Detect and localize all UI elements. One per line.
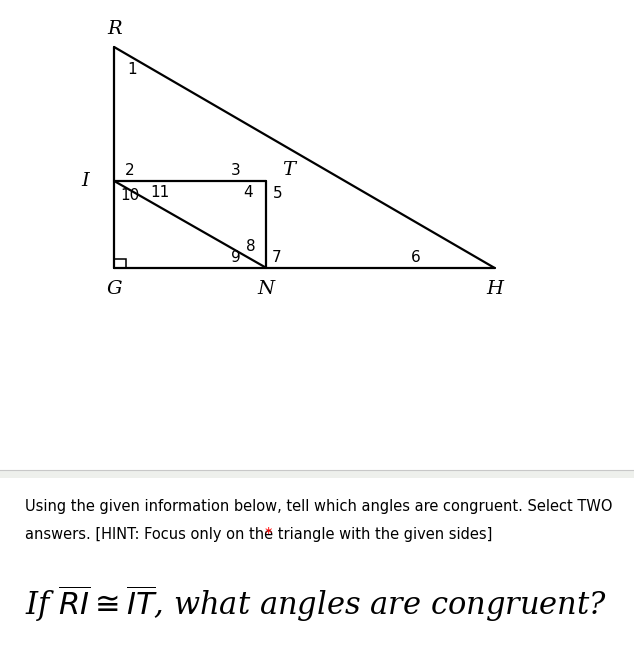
Text: Using the given information below, tell which angles are congruent. Select TWO: Using the given information below, tell … — [25, 499, 613, 514]
Text: 7: 7 — [271, 250, 281, 265]
Text: 8: 8 — [245, 239, 256, 254]
Bar — [114, 259, 126, 268]
Text: H: H — [486, 280, 503, 298]
Text: 5: 5 — [273, 186, 283, 201]
Text: 6: 6 — [410, 250, 420, 265]
Text: *: * — [264, 527, 272, 542]
Text: 1: 1 — [127, 62, 137, 77]
Text: If $\overline{RI} \cong \overline{IT}$, what angles are congruent?: If $\overline{RI} \cong \overline{IT}$, … — [25, 584, 607, 624]
Text: G: G — [107, 280, 122, 298]
Text: 10: 10 — [120, 187, 139, 202]
Text: N: N — [257, 280, 275, 298]
Text: 4: 4 — [243, 185, 254, 200]
Text: answers. [HINT: Focus only on the triangle with the given sides]: answers. [HINT: Focus only on the triang… — [25, 527, 497, 542]
Text: 9: 9 — [231, 250, 241, 265]
Text: R: R — [107, 20, 122, 38]
Text: 11: 11 — [150, 185, 169, 200]
Text: T: T — [282, 161, 295, 179]
Text: 2: 2 — [125, 163, 135, 178]
Text: I: I — [82, 172, 89, 190]
Text: 3: 3 — [231, 163, 241, 178]
